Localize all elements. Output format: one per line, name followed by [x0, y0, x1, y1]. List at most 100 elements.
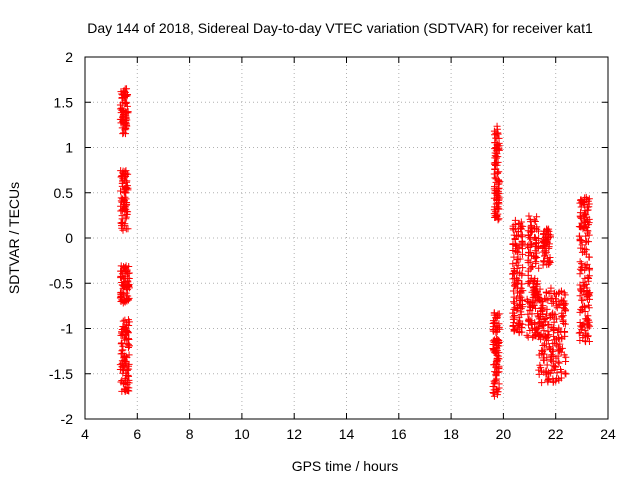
data-point	[490, 319, 498, 327]
data-point	[557, 296, 565, 304]
data-point	[517, 305, 525, 313]
data-point	[533, 280, 541, 288]
data-point	[554, 328, 562, 336]
data-point	[511, 236, 519, 244]
data-point	[559, 297, 567, 305]
data-point	[491, 139, 499, 147]
data-point	[576, 265, 584, 273]
data-point	[491, 159, 499, 167]
data-point	[538, 304, 546, 312]
data-point	[579, 296, 587, 304]
data-point	[119, 130, 127, 138]
data-point	[509, 260, 517, 268]
data-point	[585, 215, 593, 223]
data-point	[119, 281, 127, 289]
data-point	[517, 324, 525, 332]
data-point	[584, 273, 592, 281]
y-tick-label: 1	[65, 140, 73, 156]
data-point	[535, 319, 543, 327]
data-point	[510, 231, 518, 239]
data-point	[526, 258, 534, 266]
data-point	[532, 259, 540, 267]
data-point	[121, 120, 129, 128]
data-point	[123, 335, 131, 343]
data-point	[562, 358, 570, 366]
data-point	[518, 241, 526, 249]
data-point	[557, 374, 565, 382]
data-point	[491, 145, 499, 153]
data-point	[561, 369, 569, 377]
data-point	[576, 235, 584, 243]
data-point	[531, 224, 539, 232]
axis-ticks	[84, 56, 609, 420]
data-point	[548, 351, 556, 359]
data-point	[523, 331, 531, 339]
data-point	[117, 207, 125, 215]
data-point	[125, 335, 133, 343]
data-point	[576, 336, 584, 344]
data-point	[509, 322, 517, 330]
data-point	[495, 364, 503, 372]
data-point	[543, 361, 551, 369]
data-point	[490, 361, 498, 369]
x-tick-label: 4	[81, 426, 89, 442]
x-tick-label: 18	[443, 426, 459, 442]
y-tick-label: 1.5	[54, 94, 74, 110]
data-point	[550, 318, 558, 326]
data-point	[124, 225, 132, 233]
data-point	[551, 362, 559, 370]
data-point	[495, 349, 503, 357]
data-point	[539, 261, 547, 269]
data-point	[586, 289, 594, 297]
data-point	[517, 218, 525, 226]
data-point	[492, 372, 500, 380]
data-point	[531, 329, 539, 337]
data-point	[547, 284, 555, 292]
data-point	[531, 217, 539, 225]
data-point	[583, 223, 591, 231]
data-point	[120, 283, 128, 291]
data-point	[580, 210, 588, 218]
data-point	[549, 340, 557, 348]
data-point	[557, 348, 565, 356]
data-point	[493, 322, 501, 330]
data-point	[581, 326, 589, 334]
data-point	[584, 332, 592, 340]
data-point	[514, 261, 522, 269]
data-point	[544, 227, 552, 235]
data-point	[549, 357, 557, 365]
data-point	[120, 196, 128, 204]
data-point	[493, 375, 501, 383]
data-point	[556, 301, 564, 309]
data-point	[526, 215, 534, 223]
data-point	[121, 376, 129, 384]
data-point	[584, 227, 592, 235]
data-point	[533, 213, 541, 221]
data-point	[118, 267, 126, 275]
data-point	[578, 237, 586, 245]
data-point	[516, 319, 524, 327]
data-point	[561, 307, 569, 315]
data-point	[577, 244, 585, 252]
data-point	[125, 294, 133, 302]
data-point	[583, 237, 591, 245]
data-point	[119, 220, 127, 228]
data-point	[490, 389, 498, 397]
data-point	[492, 143, 500, 151]
data-point	[122, 170, 130, 178]
data-point	[529, 286, 537, 294]
data-point	[120, 367, 128, 375]
data-point	[525, 249, 533, 257]
data-point	[120, 361, 128, 369]
data-point	[526, 265, 534, 273]
y-tick-labels: -2 -1.5 -1 -0.5 0 0.5 1 1.5 2	[49, 49, 73, 427]
data-point	[535, 264, 543, 272]
data-point	[575, 232, 583, 240]
data-point	[124, 278, 132, 286]
data-point	[489, 320, 497, 328]
data-point	[538, 379, 546, 387]
data-point	[118, 179, 126, 187]
data-point	[541, 294, 549, 302]
data-point	[117, 119, 125, 127]
data-point	[581, 274, 589, 282]
